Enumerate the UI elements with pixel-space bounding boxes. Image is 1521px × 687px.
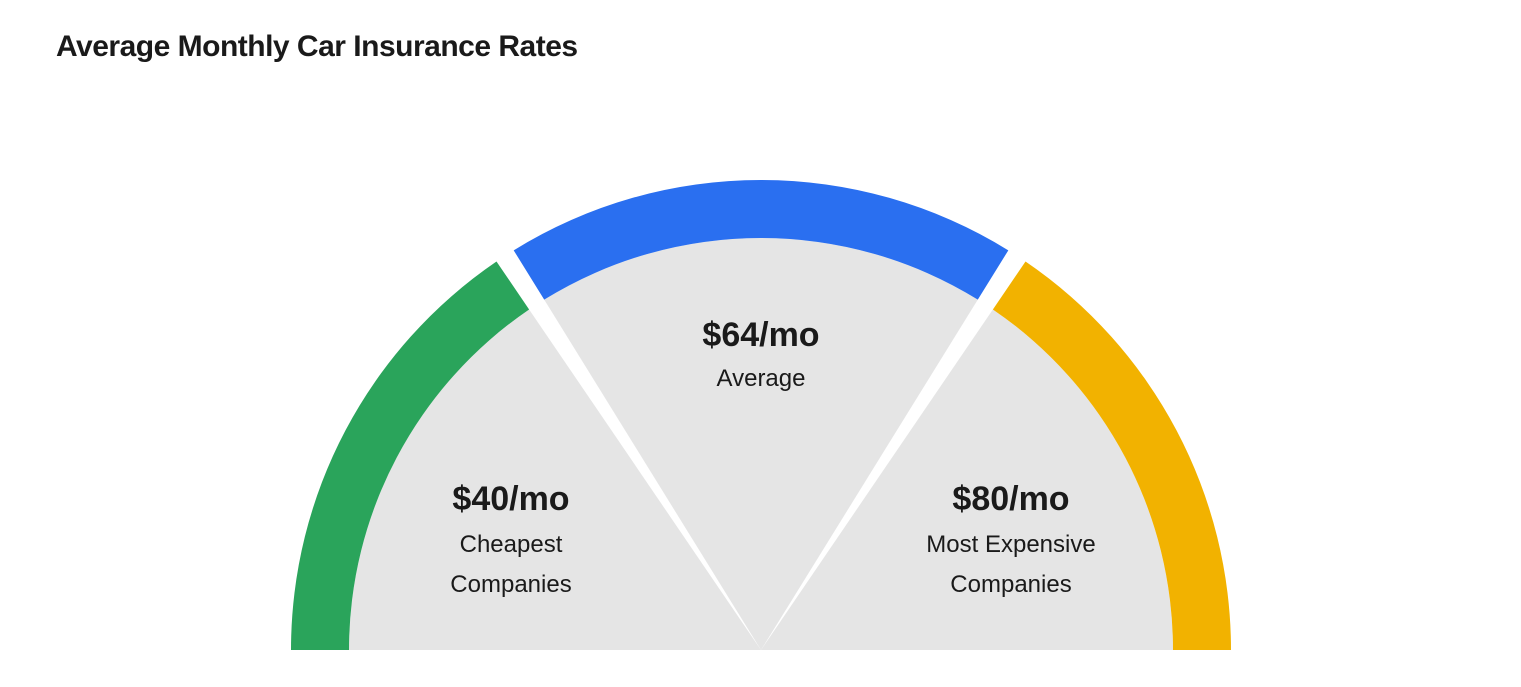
- caption-expensive-1: Most Expensive: [926, 531, 1095, 558]
- chart-title: Average Monthly Car Insurance Rates: [56, 30, 578, 64]
- caption-average-1: Average: [716, 365, 805, 392]
- caption-expensive-2: Companies: [950, 571, 1071, 598]
- gauge-chart: $40/mo Cheapest Companies $64/mo Average $80/…: [211, 90, 1311, 670]
- value-expensive: $80/mo: [952, 480, 1069, 518]
- caption-cheapest-2: Companies: [450, 571, 571, 598]
- value-cheapest: $40/mo: [452, 480, 569, 518]
- caption-cheapest-1: Cheapest: [459, 531, 562, 558]
- page: Average Monthly Car Insurance Rates $40/…: [0, 0, 1521, 687]
- value-average: $64/mo: [702, 316, 819, 354]
